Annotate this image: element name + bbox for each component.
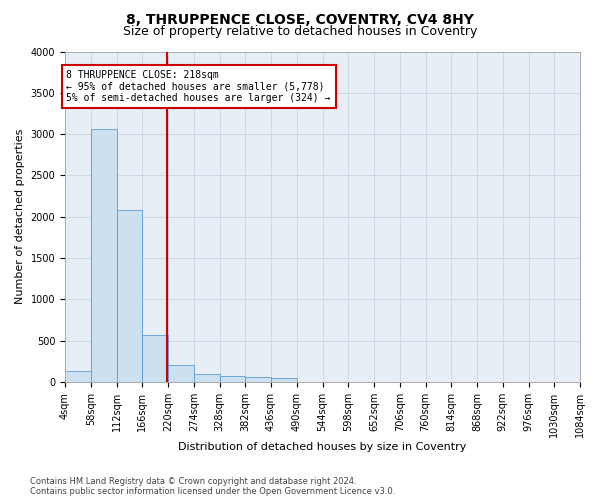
- Text: Size of property relative to detached houses in Coventry: Size of property relative to detached ho…: [123, 25, 477, 38]
- Y-axis label: Number of detached properties: Number of detached properties: [15, 129, 25, 304]
- Bar: [91, 129, 116, 382]
- Text: 8 THRUPPENCE CLOSE: 218sqm
← 95% of detached houses are smaller (5,778)
5% of se: 8 THRUPPENCE CLOSE: 218sqm ← 95% of deta…: [67, 70, 331, 103]
- X-axis label: Distribution of detached houses by size in Coventry: Distribution of detached houses by size …: [178, 442, 467, 452]
- Bar: [194, 374, 220, 382]
- Bar: [168, 364, 194, 382]
- Bar: [271, 378, 297, 382]
- Bar: [220, 376, 245, 382]
- Text: Contains HM Land Registry data © Crown copyright and database right 2024.
Contai: Contains HM Land Registry data © Crown c…: [30, 476, 395, 496]
- Bar: [142, 335, 168, 382]
- Bar: [65, 371, 91, 382]
- Bar: [245, 377, 271, 382]
- Text: 8, THRUPPENCE CLOSE, COVENTRY, CV4 8HY: 8, THRUPPENCE CLOSE, COVENTRY, CV4 8HY: [126, 12, 474, 26]
- Bar: [116, 210, 142, 382]
